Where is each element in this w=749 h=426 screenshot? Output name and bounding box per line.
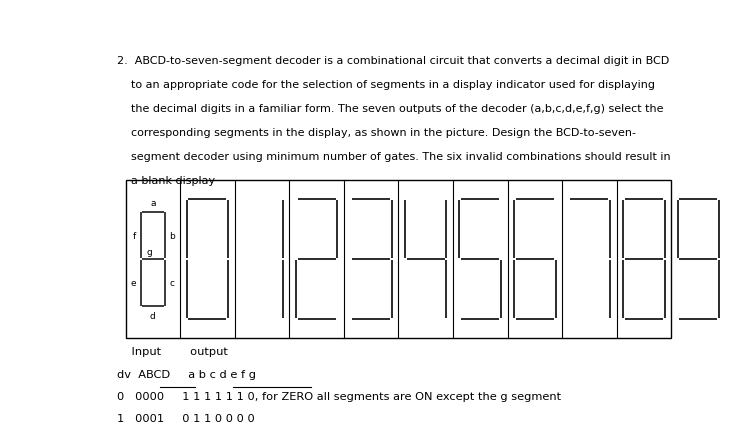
Text: dv  ABCD     a b c d e f g: dv ABCD a b c d e f g [117,368,256,379]
Text: a blank display: a blank display [117,176,215,186]
Text: segment decoder using minimum number of gates. The six invalid combinations shou: segment decoder using minimum number of … [117,152,670,162]
Text: d: d [150,311,156,320]
Text: the decimal digits in a familiar form. The seven outputs of the decoder (a,b,c,d: the decimal digits in a familiar form. T… [117,104,664,114]
Text: c: c [169,279,175,288]
Text: e: e [130,279,136,288]
Text: g: g [147,247,153,256]
Text: 2.  ABCD-to-seven-segment decoder is a combinational circuit that converts a dec: 2. ABCD-to-seven-segment decoder is a co… [117,56,669,66]
Text: a: a [150,199,156,207]
Text: Input        output: Input output [117,346,228,356]
Text: f: f [133,231,136,240]
Text: 1   0001     0 1 1 0 0 0 0: 1 0001 0 1 1 0 0 0 0 [117,413,255,423]
Text: to an appropriate code for the selection of segments in a display indicator used: to an appropriate code for the selection… [117,80,655,90]
Text: corresponding segments in the display, as shown in the picture. Design the BCD-t: corresponding segments in the display, a… [117,128,636,138]
Text: 0   0000     1 1 1 1 1 1 0, for ZERO all segments are ON except the g segment: 0 0000 1 1 1 1 1 1 0, for ZERO all segme… [117,391,561,401]
Text: b: b [169,231,175,240]
